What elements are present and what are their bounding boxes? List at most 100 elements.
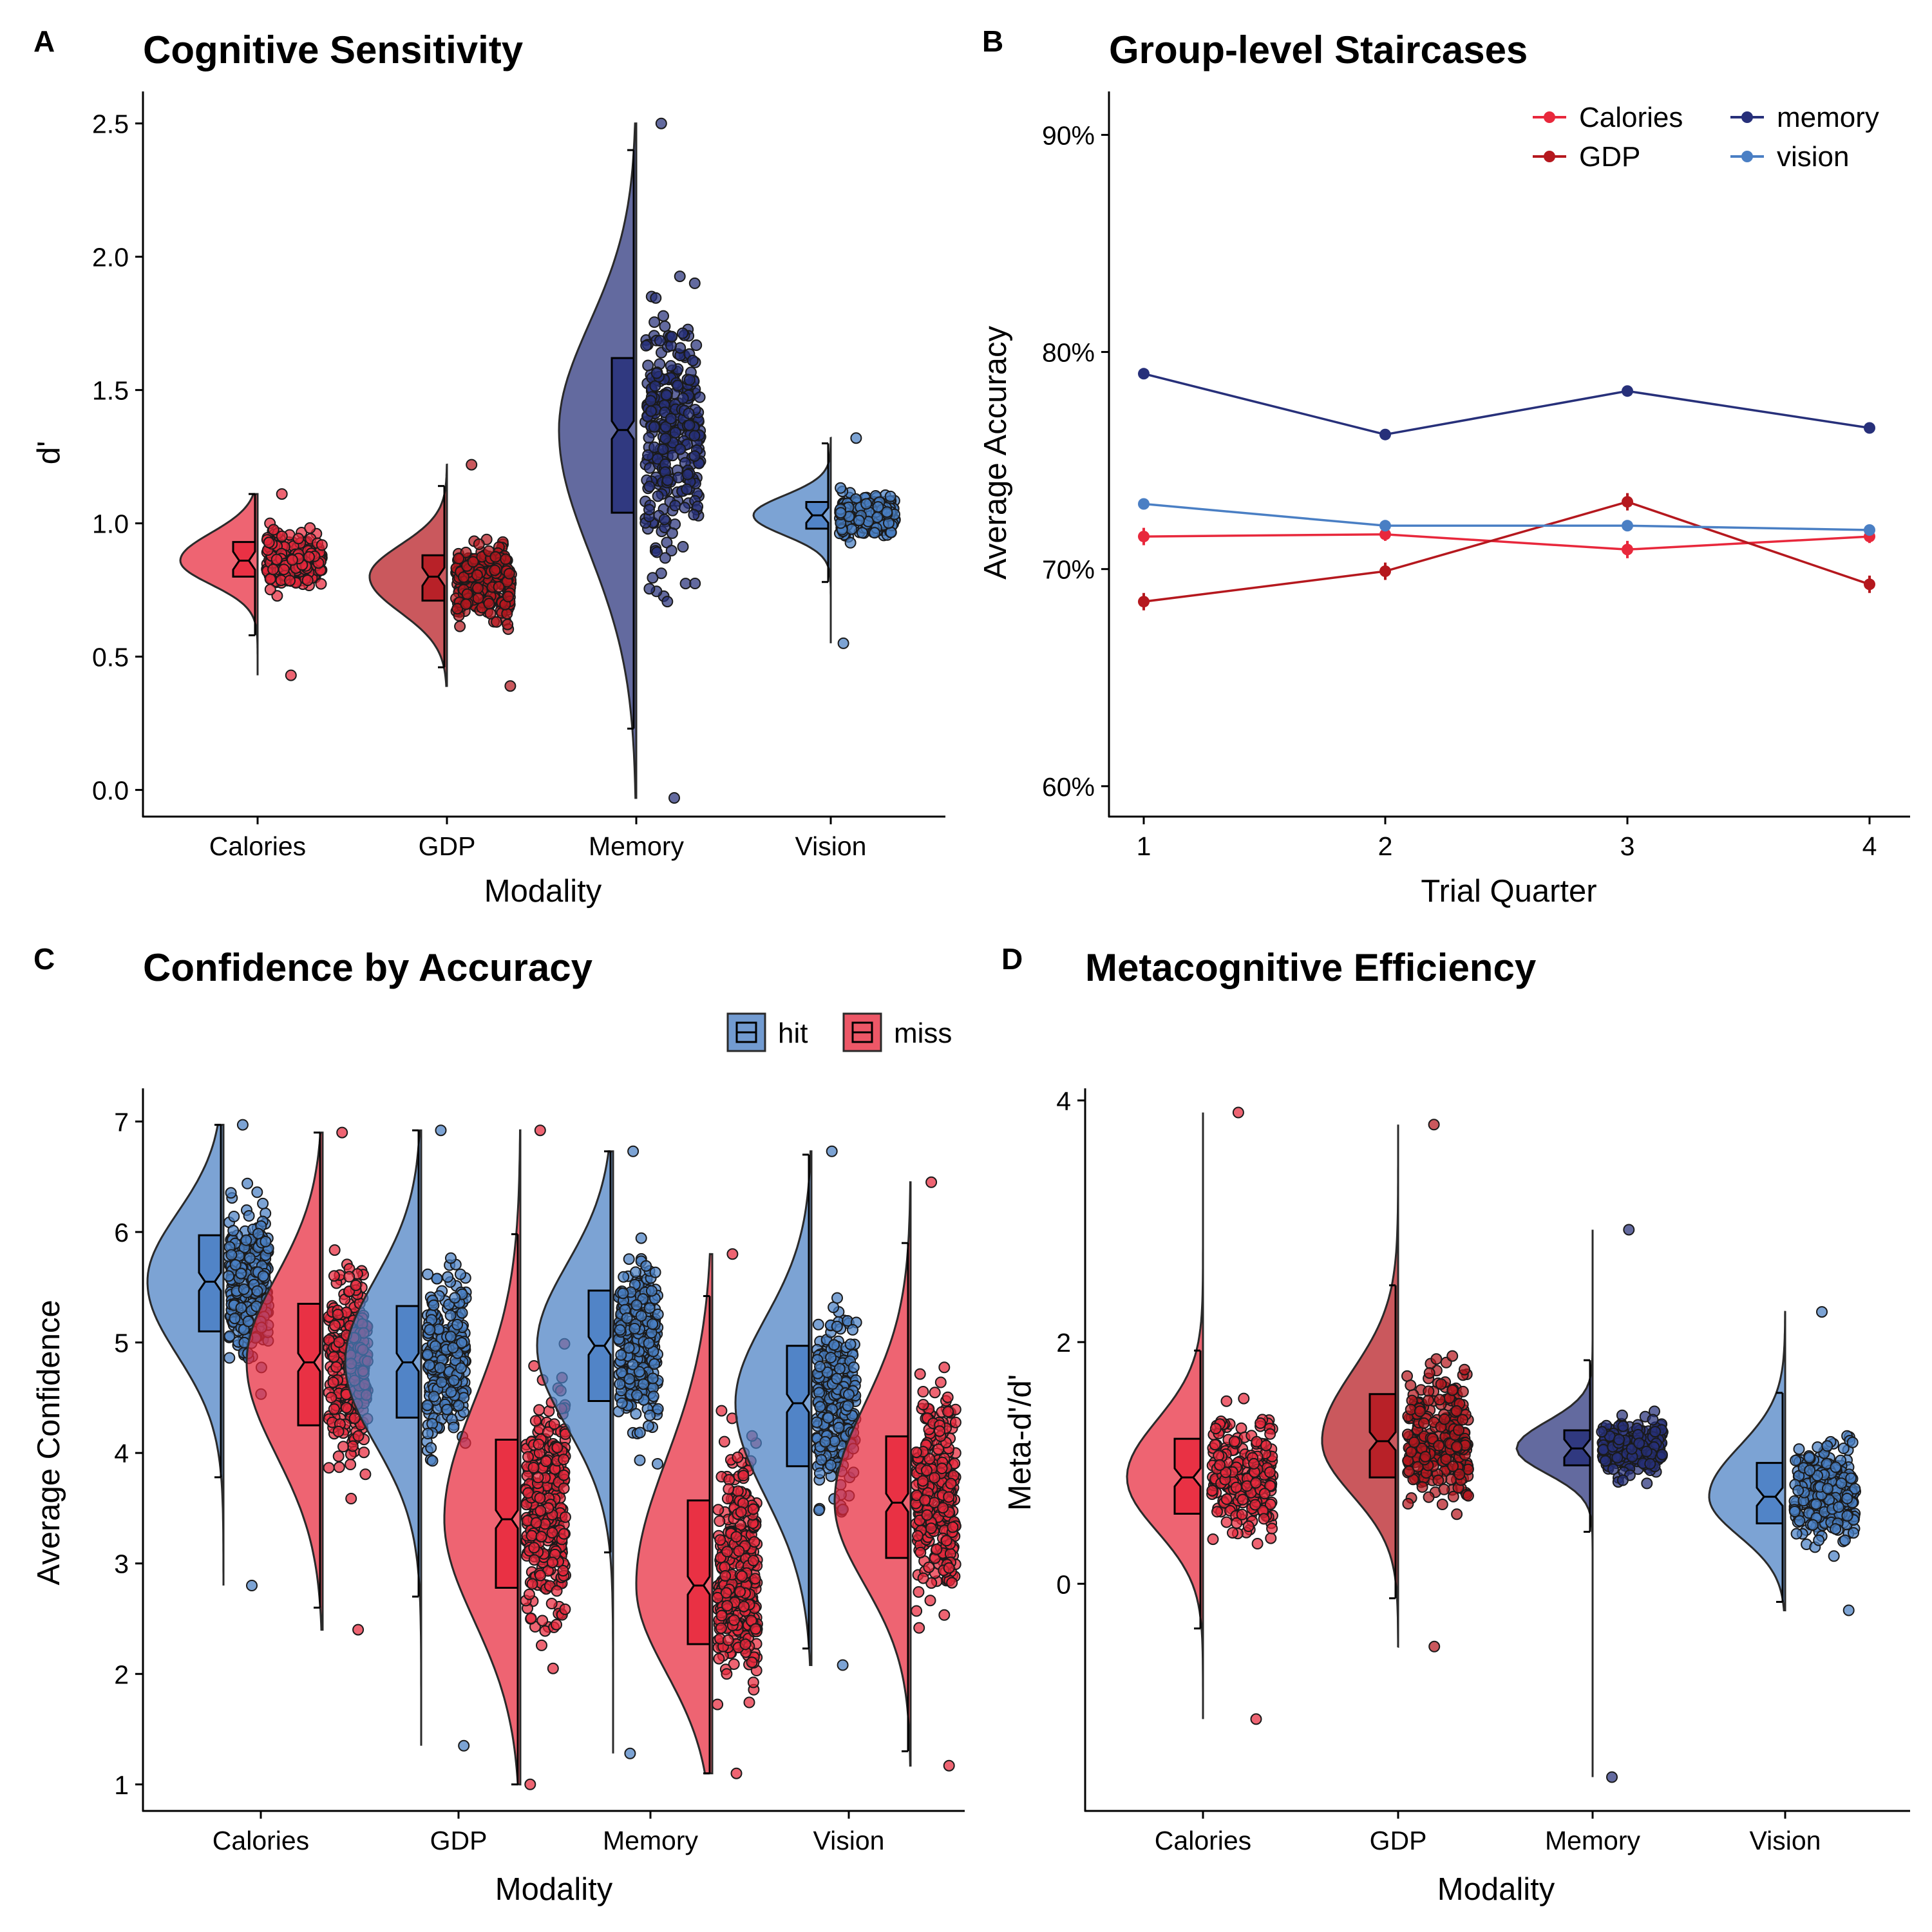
- legend-key-point: [1544, 151, 1555, 162]
- panel-c-gdp-miss-point: [529, 1415, 542, 1427]
- panel-b-calories-point: [1622, 544, 1633, 556]
- panel-d-calories-point: [1249, 1499, 1261, 1511]
- panel-c-gdp-miss-point: [528, 1542, 540, 1554]
- panel-a-vision-point: [883, 517, 895, 529]
- panel-c-vision-miss-point: [947, 1521, 959, 1533]
- panel-d-vision-point: [1804, 1464, 1816, 1477]
- panel-c-vision-miss-point: [917, 1386, 929, 1397]
- panel-c-memory-hit-point: [631, 1389, 643, 1401]
- panel-a-vision-violin: [752, 436, 832, 643]
- legend-label: memory: [1777, 102, 1879, 133]
- panel-c-vision-hit-point: [815, 1454, 828, 1466]
- panel-c-memory-hit-point: [623, 1253, 635, 1265]
- panel-d-gdp-point: [1402, 1498, 1414, 1510]
- panel-d-calories-point: [1211, 1506, 1223, 1518]
- panel-c-memory-hit-point: [647, 1372, 659, 1385]
- panel-a-y-title: d': [32, 441, 66, 465]
- panel-c-gdp-hit-point: [430, 1340, 441, 1352]
- panel-a-memory-point: [683, 407, 695, 419]
- panel-d-gdp-point: [1433, 1439, 1445, 1452]
- legend-label: hit: [778, 1018, 808, 1049]
- panel-d-gdp-point: [1423, 1491, 1435, 1503]
- panel-c-vision-miss-point: [934, 1425, 945, 1437]
- panel-b-vision-point: [1138, 498, 1150, 510]
- panel-c-y-tick-label: 1: [114, 1770, 129, 1800]
- panel-c-calories-hit-point: [223, 1270, 235, 1282]
- panel-c-y-title: Average Confidence: [32, 1300, 66, 1585]
- panel-c-memory-miss-point: [721, 1668, 733, 1680]
- panel-c-calories-miss-point: [337, 1441, 349, 1453]
- panel-c-y-tick-label: 4: [114, 1439, 129, 1468]
- panel-c-vision-hit-point: [831, 1372, 843, 1385]
- panel-a-memory-point: [649, 316, 661, 328]
- panel-c-memory-hit-point: [638, 1378, 650, 1390]
- panel-a-gdp-point: [493, 581, 505, 593]
- panel-c-gdp-hit-point: [445, 1252, 457, 1264]
- panel-c-gdp-miss-point: [557, 1565, 569, 1577]
- panel-a-vision-point: [850, 432, 862, 444]
- panel-a-memory-point: [659, 552, 671, 564]
- panel-b-y-tick-label: 60%: [1042, 772, 1095, 802]
- panel-c-vision-hit-point: [848, 1361, 860, 1374]
- panel-d-gdp-point: [1418, 1417, 1430, 1429]
- panel-c-memory-hit-point: [640, 1260, 652, 1272]
- panel-d-calories-point: [1250, 1477, 1262, 1489]
- panel-a-gdp-point: [489, 564, 501, 576]
- panel-d-gdp-point: [1451, 1441, 1463, 1453]
- panel-d-vision-point: [1830, 1523, 1842, 1535]
- panel-c-vision-miss-point: [931, 1543, 943, 1555]
- panel-a-x-title: Modality: [484, 874, 602, 909]
- panel-d-vision-point: [1841, 1510, 1853, 1522]
- panel-a-calories-point: [276, 488, 288, 500]
- panel-c-y-tick-label: 6: [114, 1218, 129, 1247]
- panel-c-memory-miss-point: [723, 1483, 735, 1495]
- panel-c-gdp-hit-point: [453, 1399, 465, 1412]
- panel-c-memory-hit-point: [629, 1323, 641, 1334]
- panel-a-calories-point: [292, 533, 305, 545]
- panel-a-gdp-box: [421, 554, 446, 602]
- panel-b-x-title: Trial Quarter: [1421, 874, 1596, 909]
- panel-b-y-title: Average Accuracy: [978, 325, 1013, 580]
- panel-d-calories-point: [1238, 1392, 1250, 1405]
- panel-c-calories-miss-point: [332, 1425, 345, 1437]
- legend-label: GDP: [1579, 141, 1640, 173]
- panel-a-x-tick-label: Memory: [589, 831, 685, 861]
- panel-d-vision-point: [1810, 1498, 1823, 1510]
- panel-c-x-tick-label: Memory: [603, 1826, 699, 1855]
- panel-d-x-tick-label: Vision: [1750, 1826, 1821, 1855]
- panel-c-calories-hit-point: [251, 1186, 263, 1198]
- panel-a-memory-point: [665, 413, 677, 424]
- panel-a-vision-point: [881, 506, 893, 518]
- panel-c-gdp-miss-point: [558, 1528, 570, 1540]
- panel-c-vision-miss-point: [919, 1494, 931, 1506]
- panel-d-calories-point: [1220, 1516, 1233, 1528]
- panel-d-memory-point: [1600, 1455, 1611, 1467]
- panel-d-vision-point: [1788, 1506, 1801, 1517]
- panel-c-memory-hit-point: [627, 1145, 639, 1157]
- panel-d-vision-point: [1841, 1492, 1853, 1504]
- panel-c-vision-miss-point: [917, 1399, 929, 1411]
- panel-c-gdp-miss-point: [551, 1441, 564, 1454]
- panel-c-vision-miss-point: [914, 1368, 926, 1380]
- panel-a-calories-point: [270, 553, 283, 565]
- panel-c-memory-hit-point: [623, 1373, 636, 1385]
- panel-d-calories-point: [1264, 1466, 1276, 1478]
- panel-d-gdp-point: [1428, 1119, 1440, 1131]
- panel-c-calories-miss-point: [327, 1376, 339, 1388]
- panel-d-memory-point: [1606, 1771, 1618, 1783]
- panel-d-x-tick-label: Calories: [1155, 1826, 1251, 1855]
- panel-c-memory-miss-point: [734, 1586, 746, 1598]
- panel-b-calories-point: [1138, 531, 1150, 543]
- panel-c-memory-hit-point: [652, 1458, 663, 1470]
- panel-c-gdp-hit-point: [428, 1299, 440, 1311]
- panel-a-memory-point: [687, 354, 699, 366]
- panel-d-calories-point: [1207, 1533, 1219, 1546]
- panel-c-gdp-miss-point: [535, 1531, 547, 1543]
- panel-c-gdp-hit-point: [435, 1376, 448, 1388]
- panel-a-memory-point: [688, 450, 701, 462]
- panel-c-gdp-hit-point: [422, 1428, 434, 1439]
- panel-c-gdp-miss-box: [495, 1439, 519, 1589]
- panel-c-vision-miss-point: [940, 1535, 952, 1547]
- panel-c-vision-hit-point: [811, 1416, 823, 1428]
